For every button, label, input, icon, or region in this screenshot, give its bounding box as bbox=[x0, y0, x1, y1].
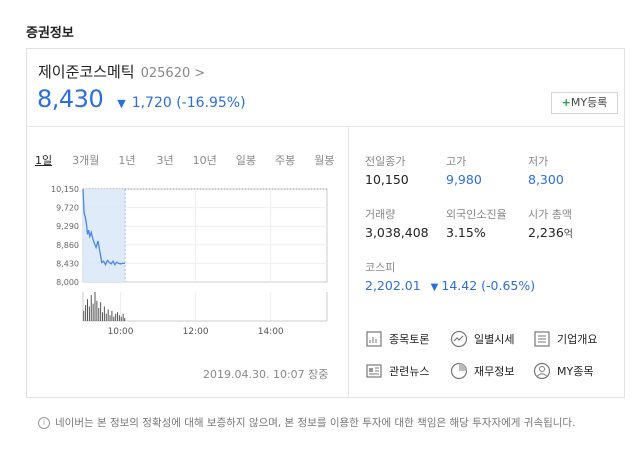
market-cap-label: 시가 총액 bbox=[528, 208, 572, 221]
link-label[interactable]: 일별시세 bbox=[474, 333, 515, 346]
price-row: 8,430 ▼ 1,720 (-16.95%) bbox=[37, 85, 246, 113]
user-icon bbox=[533, 362, 551, 380]
volume-value: 3,038,408 bbox=[365, 225, 429, 240]
kospi-value: 2,202.01 ▼ 14.42 (-0.65%) bbox=[365, 278, 535, 293]
pie-chart-icon bbox=[450, 362, 468, 380]
low-label: 저가 bbox=[528, 155, 549, 168]
x-tick-label: 12:00 bbox=[183, 327, 209, 337]
link-label[interactable]: 종목토론 bbox=[389, 333, 430, 346]
link-label[interactable]: 기업개요 bbox=[557, 333, 598, 346]
divider bbox=[27, 126, 624, 127]
section-title: 증권정보 bbox=[26, 26, 74, 41]
kospi-change: 14.42 (-0.65%) bbox=[441, 278, 536, 293]
kospi-label: 코스피 bbox=[365, 261, 396, 274]
tab-3m[interactable]: 3개월 bbox=[72, 154, 100, 167]
chart-doc-icon bbox=[366, 331, 382, 347]
low: 저가 8,300 bbox=[528, 153, 564, 187]
link-company-overview[interactable]: 기업개요 bbox=[533, 330, 597, 348]
period-tabs: 1일 3개월 1년 3년 10년 일봉 주봉 월봉 bbox=[35, 152, 335, 168]
volume: 거래량 3,038,408 bbox=[365, 206, 429, 240]
x-tick-label: 14:00 bbox=[258, 327, 284, 337]
tab-10y[interactable]: 10년 bbox=[192, 154, 217, 167]
tab-daily[interactable]: 일봉 bbox=[235, 154, 256, 167]
link-label[interactable]: 관련뉴스 bbox=[389, 365, 430, 378]
high-label: 고가 bbox=[446, 155, 467, 168]
y-tick-label: 10,150 bbox=[51, 185, 79, 194]
foreign-rate-value: 3.15% bbox=[446, 225, 486, 240]
high-value: 9,980 bbox=[446, 172, 482, 187]
stock-name-link[interactable]: 제이준코스메틱 025620 > bbox=[38, 61, 205, 82]
prev-close: 전일종가 10,150 bbox=[365, 153, 409, 187]
foreign-rate: 외국인소진율 3.15% bbox=[446, 206, 507, 240]
chevron-right-icon[interactable]: > bbox=[194, 66, 206, 81]
trend-circle-icon bbox=[450, 330, 468, 348]
high: 고가 9,980 bbox=[446, 153, 482, 187]
y-tick-label: 9,720 bbox=[56, 204, 79, 213]
price-chart: 10,150 9,720 9,290 8,860 8,430 8,000 10:00 12:0… bbox=[51, 185, 328, 337]
link-discussion[interactable]: 종목토론 bbox=[365, 330, 429, 348]
disclaimer-text: 네이버는 본 정보의 정확성에 대해 보증하지 않으며, 본 정보를 이용한 투… bbox=[55, 417, 576, 429]
y-tick-label: 8,860 bbox=[56, 241, 79, 250]
my-register-button[interactable]: +MY등록 bbox=[551, 92, 618, 114]
link-label[interactable]: MY종목 bbox=[557, 365, 594, 378]
y-tick-label: 8,000 bbox=[56, 278, 79, 287]
y-tick-label: 8,430 bbox=[56, 259, 79, 268]
volume-label: 거래량 bbox=[365, 208, 396, 221]
kospi: 코스피 2,202.01 ▼ 14.42 (-0.65%) bbox=[365, 259, 535, 293]
tab-monthly[interactable]: 월봉 bbox=[314, 154, 335, 167]
market-cap: 시가 총액 2,236억 bbox=[528, 206, 573, 240]
prev-close-value: 10,150 bbox=[365, 172, 409, 187]
link-related-news[interactable]: 관련뉴스 bbox=[365, 362, 429, 380]
market-cap-unit: 억 bbox=[563, 229, 573, 240]
link-daily-price[interactable]: 일별시세 bbox=[450, 330, 514, 348]
market-cap-number: 2,236 bbox=[528, 225, 564, 240]
down-arrow-icon: ▼ bbox=[117, 97, 126, 110]
info-icon: i bbox=[38, 416, 50, 429]
link-label[interactable]: 재무정보 bbox=[474, 365, 515, 378]
news-icon bbox=[366, 364, 382, 378]
price-line bbox=[82, 188, 125, 267]
prev-close-label: 전일종가 bbox=[365, 155, 406, 168]
down-arrow-icon: ▼ bbox=[430, 282, 439, 293]
tab-weekly[interactable]: 주봉 bbox=[275, 154, 296, 167]
low-value: 8,300 bbox=[528, 172, 564, 187]
timestamp: 2019.04.30. 10:07 장중 bbox=[203, 368, 329, 381]
stock-card: 제이준코스메틱 025620 > 8,430 ▼ 1,720 (-16.95%)… bbox=[26, 48, 625, 398]
tab-1d[interactable]: 1일 bbox=[35, 154, 53, 167]
market-cap-value: 2,236억 bbox=[528, 225, 573, 240]
foreign-rate-label: 외국인소진율 bbox=[446, 208, 507, 221]
disclaimer: i 네이버는 본 정보의 정확성에 대해 보증하지 않으며, 본 정보를 이용한… bbox=[38, 415, 575, 430]
divider bbox=[348, 127, 349, 398]
plus-icon: + bbox=[561, 96, 571, 109]
tab-3y[interactable]: 3년 bbox=[156, 154, 174, 167]
y-tick-label: 9,290 bbox=[56, 222, 79, 231]
link-financials[interactable]: 재무정보 bbox=[450, 362, 514, 380]
tab-1y[interactable]: 1년 bbox=[118, 154, 136, 167]
stock-code[interactable]: 025620 bbox=[140, 66, 191, 81]
current-price: 8,430 bbox=[37, 85, 104, 113]
price-change: 1,720 (-16.95%) bbox=[131, 95, 246, 111]
x-tick-label: 10:00 bbox=[108, 327, 134, 337]
kospi-number: 2,202.01 bbox=[365, 278, 421, 293]
stock-name[interactable]: 제이준코스메틱 bbox=[38, 63, 135, 81]
link-my-stocks[interactable]: MY종목 bbox=[533, 362, 593, 380]
my-register-label: MY등록 bbox=[570, 96, 608, 109]
list-doc-icon bbox=[534, 331, 550, 347]
